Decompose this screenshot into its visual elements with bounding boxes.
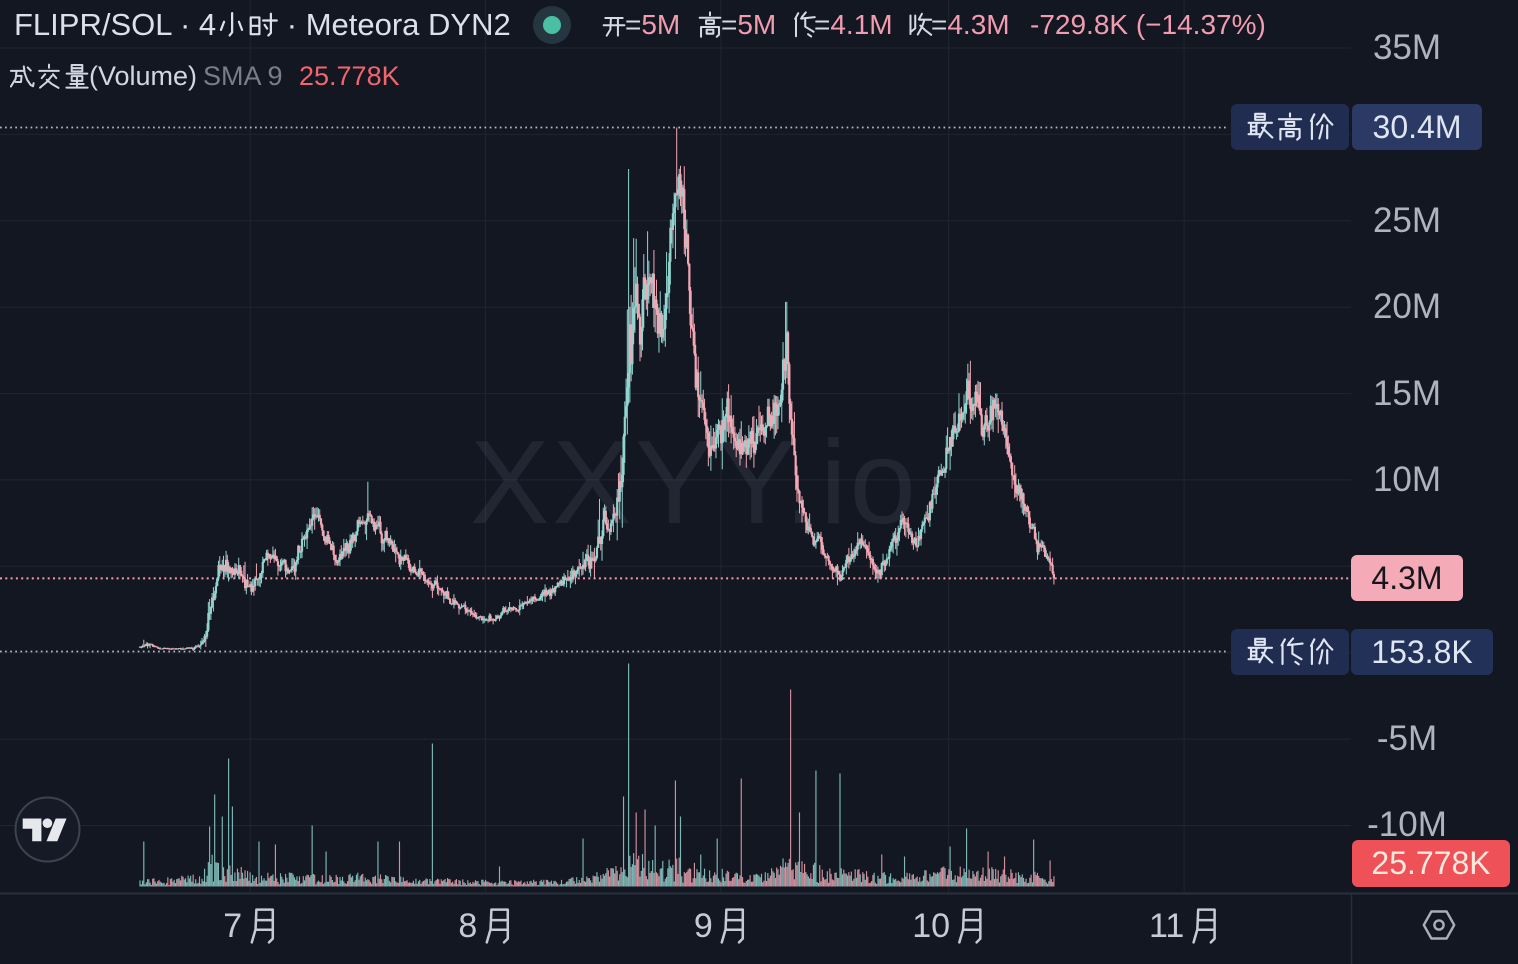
svg-text:XXYY.io: XXYY.io: [470, 416, 919, 549]
